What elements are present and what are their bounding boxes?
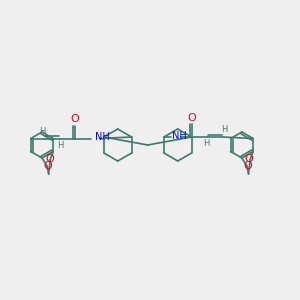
Text: NH: NH — [172, 131, 187, 141]
Text: O: O — [44, 161, 52, 171]
Text: H: H — [58, 141, 64, 150]
Text: O: O — [188, 113, 196, 123]
Text: H: H — [221, 125, 227, 134]
Text: O: O — [45, 154, 54, 164]
Text: NH: NH — [95, 133, 110, 142]
Text: O: O — [245, 154, 254, 164]
Text: O: O — [70, 115, 79, 124]
Text: H: H — [203, 140, 209, 148]
Text: H: H — [40, 127, 46, 136]
Text: O: O — [244, 161, 252, 171]
